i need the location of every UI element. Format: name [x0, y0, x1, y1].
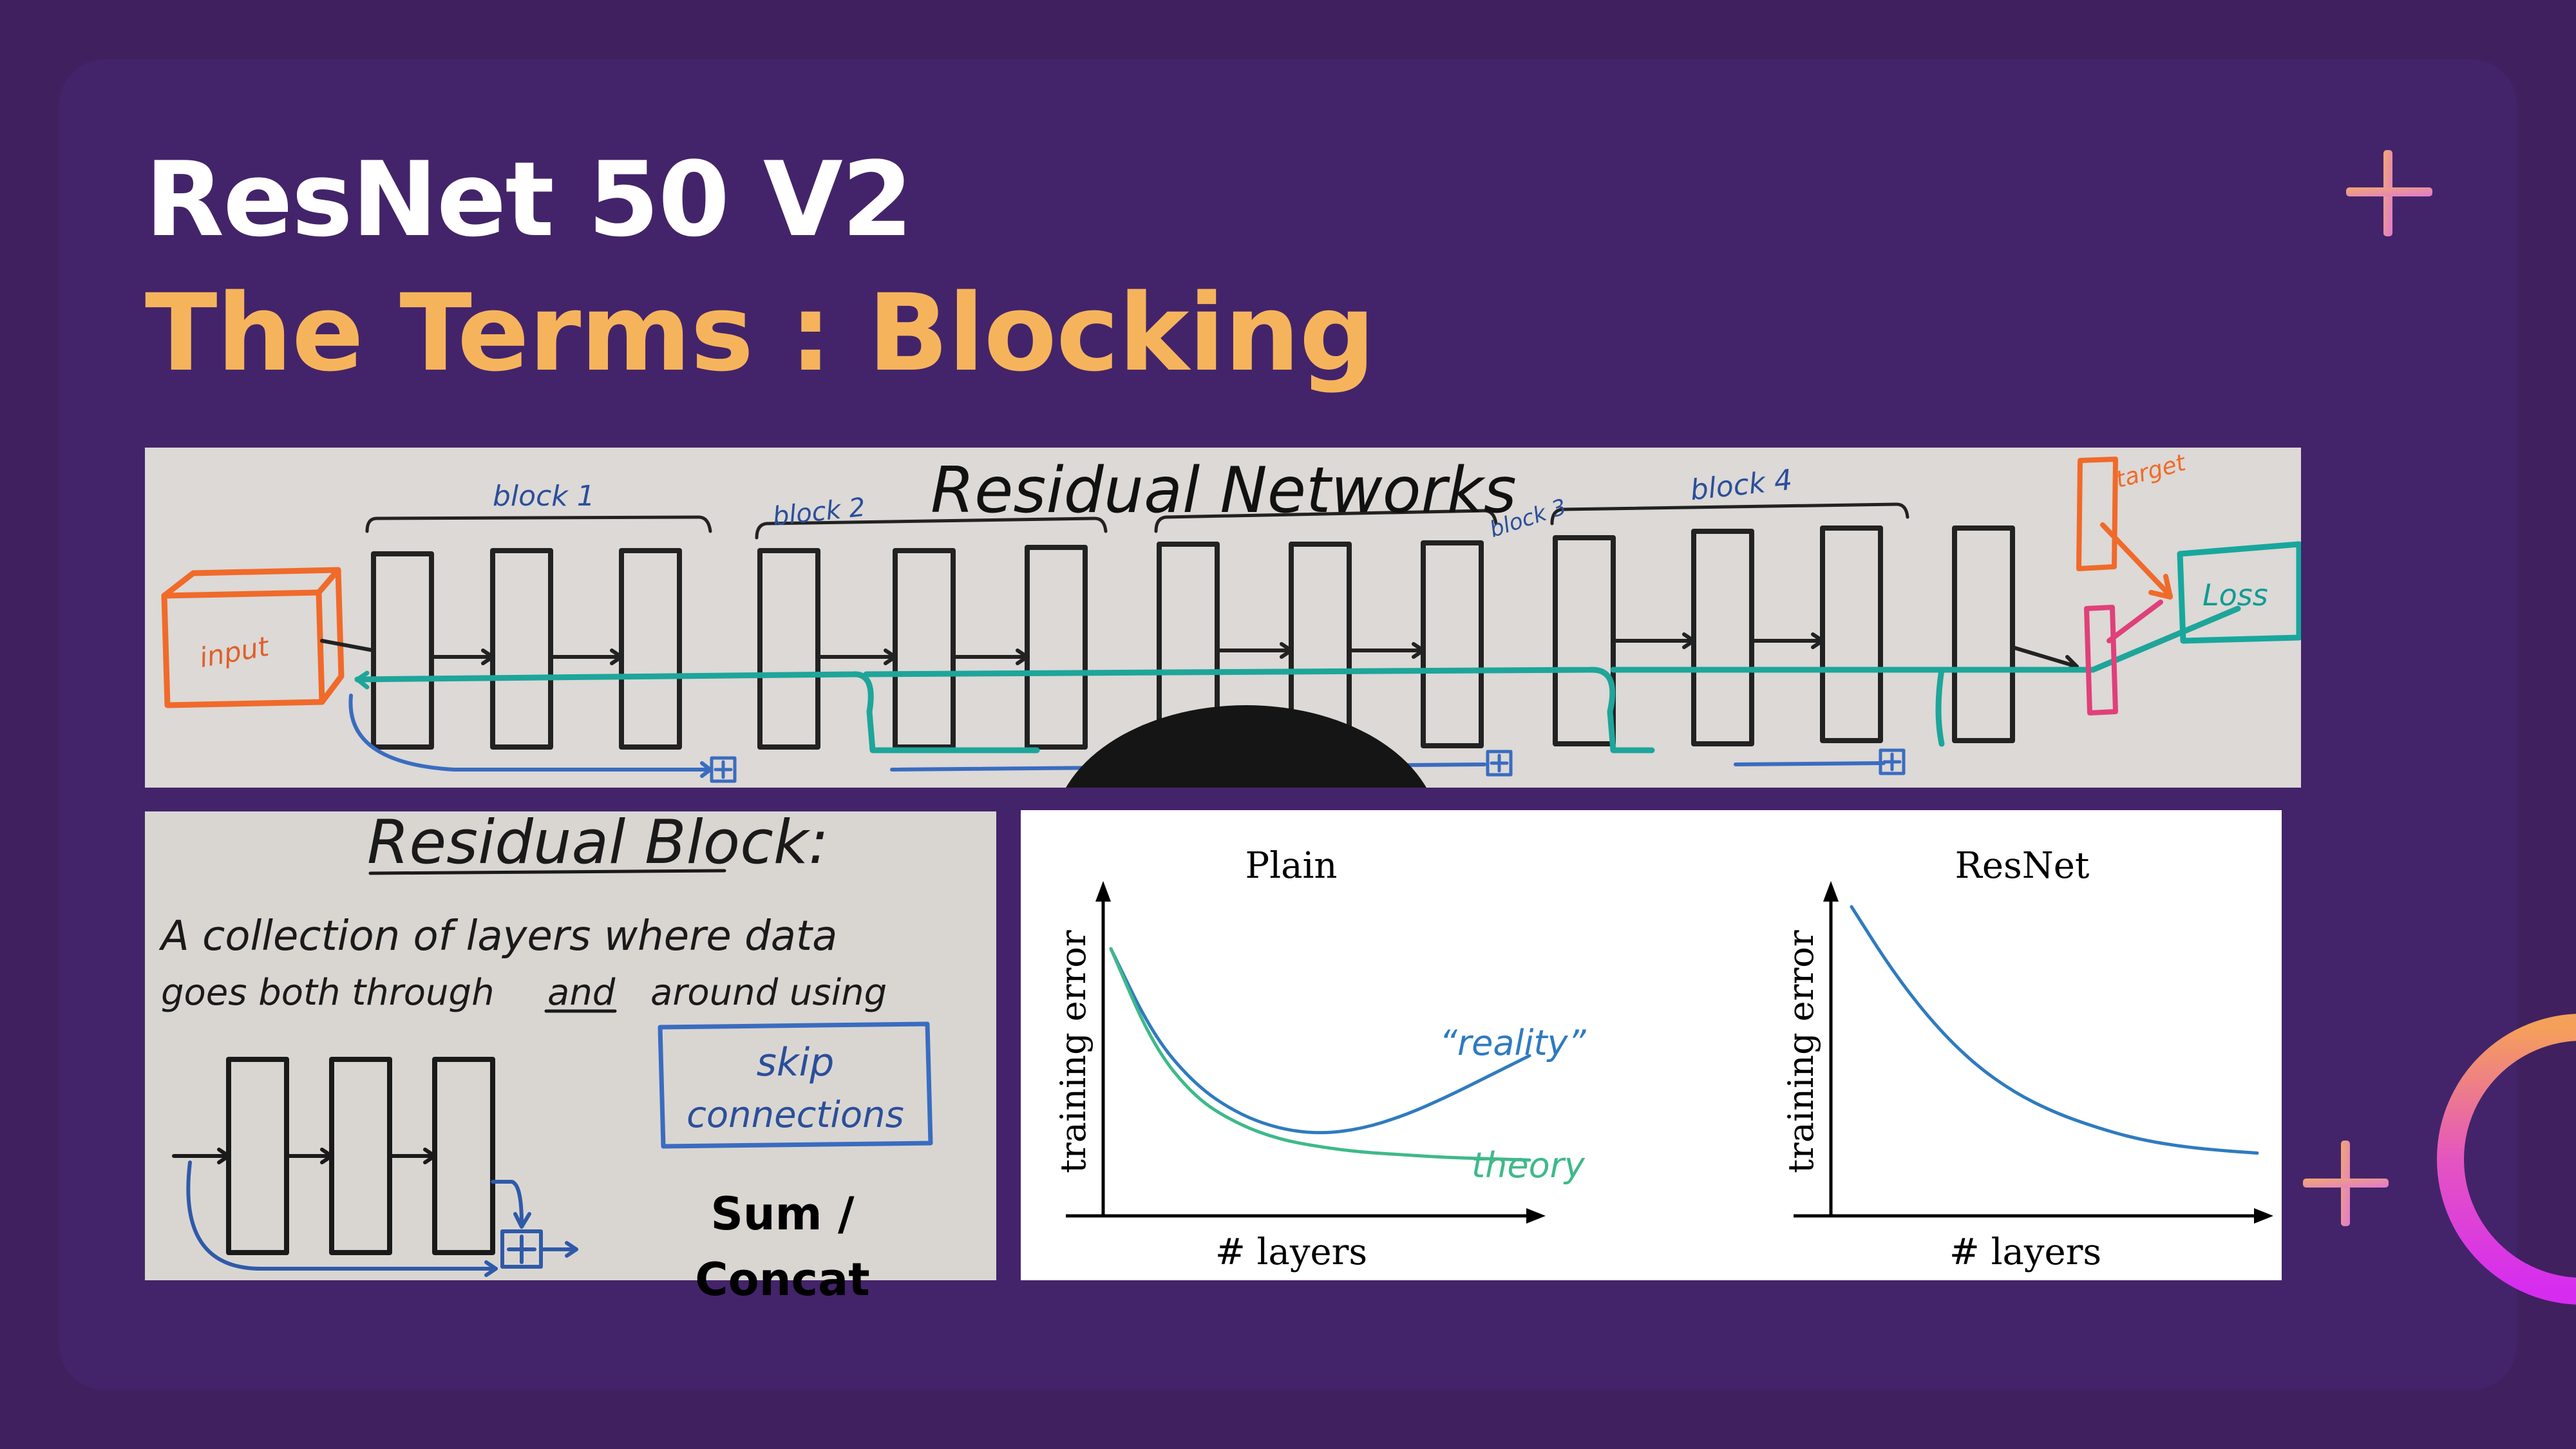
block-2-label: block 2: [772, 493, 867, 532]
plain-chart: Plain # layers training error “reality” …: [1053, 845, 1587, 1273]
block-1-label: block 1: [493, 480, 595, 513]
block-4-label: block 4: [1689, 464, 1794, 507]
residual-block-figure: Residual Block: A collection of layers w…: [145, 811, 996, 1280]
residual-block-heading: Residual Block:: [367, 811, 829, 878]
x-axis-label: # layers: [1215, 1231, 1367, 1273]
series-line-resnet: [1850, 905, 2259, 1155]
ring-icon: [2437, 1014, 2576, 1305]
plus-icon: [2346, 150, 2432, 236]
y-axis-label: training error: [1053, 930, 1094, 1173]
y-axis-arrow: [1095, 881, 1111, 902]
residual-block-line1: A collection of layers where data: [158, 913, 837, 960]
caption-line-1: Sum /: [710, 1188, 855, 1240]
loss-label: Loss: [2202, 578, 2268, 612]
residual-networks-figure: input block 1 block 2 block 3 block 4 Re…: [145, 448, 2301, 788]
input-label: input: [197, 630, 272, 674]
slide-title: ResNet 50 V2: [145, 139, 913, 260]
residual-block-line2-and: and: [547, 972, 616, 1014]
series-line-theory: [1109, 947, 1531, 1162]
resnet-chart: ResNet # layers training error: [1781, 845, 2273, 1273]
residual-block-line2-part1: goes both through: [161, 972, 495, 1014]
chart-title: Plain: [1245, 845, 1338, 887]
residual-block-line2-part2: around using: [650, 972, 887, 1014]
y-axis-label: training error: [1781, 930, 1821, 1173]
sum-concat-caption: Sum / Concat: [657, 1182, 908, 1312]
chart-title: ResNet: [1955, 845, 2090, 887]
target-label: target: [2113, 450, 2190, 494]
x-axis-label: # layers: [1949, 1231, 2101, 1273]
presenter-head: [1066, 705, 1426, 788]
skip-label-line1: skip: [757, 1040, 835, 1085]
x-axis-arrow: [2254, 1208, 2273, 1224]
slide-subtitle: The Terms : Blocking: [145, 271, 1376, 395]
caption-line-2: Concat: [695, 1253, 870, 1306]
y-axis-arrow: [1823, 881, 1839, 902]
training-error-charts: Plain # layers training error “reality” …: [1021, 810, 2282, 1280]
series-label-theory: theory: [1472, 1145, 1586, 1186]
series-line-reality: [1109, 947, 1531, 1135]
residual-networks-heading: Residual Networks: [931, 454, 1517, 527]
skip-label-line2: connections: [687, 1094, 904, 1136]
series-label-reality: “reality”: [1439, 1023, 1587, 1063]
plus-icon: [2303, 1141, 2389, 1226]
x-axis-arrow: [1526, 1208, 1546, 1224]
